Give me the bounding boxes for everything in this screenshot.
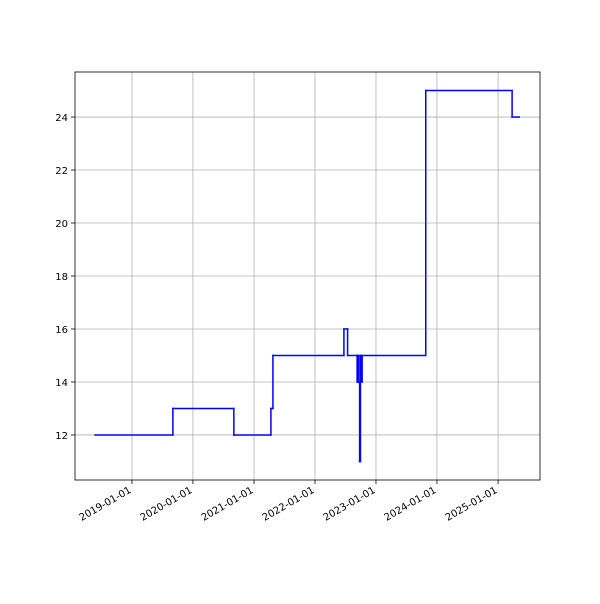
x-tick-label: 2020-01-01	[139, 485, 195, 524]
x-tick-label: 2022-01-01	[261, 485, 317, 524]
x-tick-label: 2025-01-01	[444, 485, 500, 524]
x-tick-label: 2021-01-01	[200, 485, 256, 524]
y-tick-label: 20	[55, 219, 68, 230]
plot-frame	[74, 71, 541, 481]
y-tick-label: 12	[55, 431, 68, 442]
y-tick-label: 22	[55, 166, 68, 177]
x-tick-label: 2019-01-01	[78, 485, 134, 524]
x-tick-label: 2023-01-01	[322, 485, 378, 524]
x-tick-label: 2024-01-01	[383, 485, 439, 524]
y-tick-label: 18	[55, 272, 68, 283]
y-tick-label: 24	[55, 113, 68, 124]
y-tick-label: 16	[55, 325, 68, 336]
y-tick-label: 14	[55, 378, 68, 389]
